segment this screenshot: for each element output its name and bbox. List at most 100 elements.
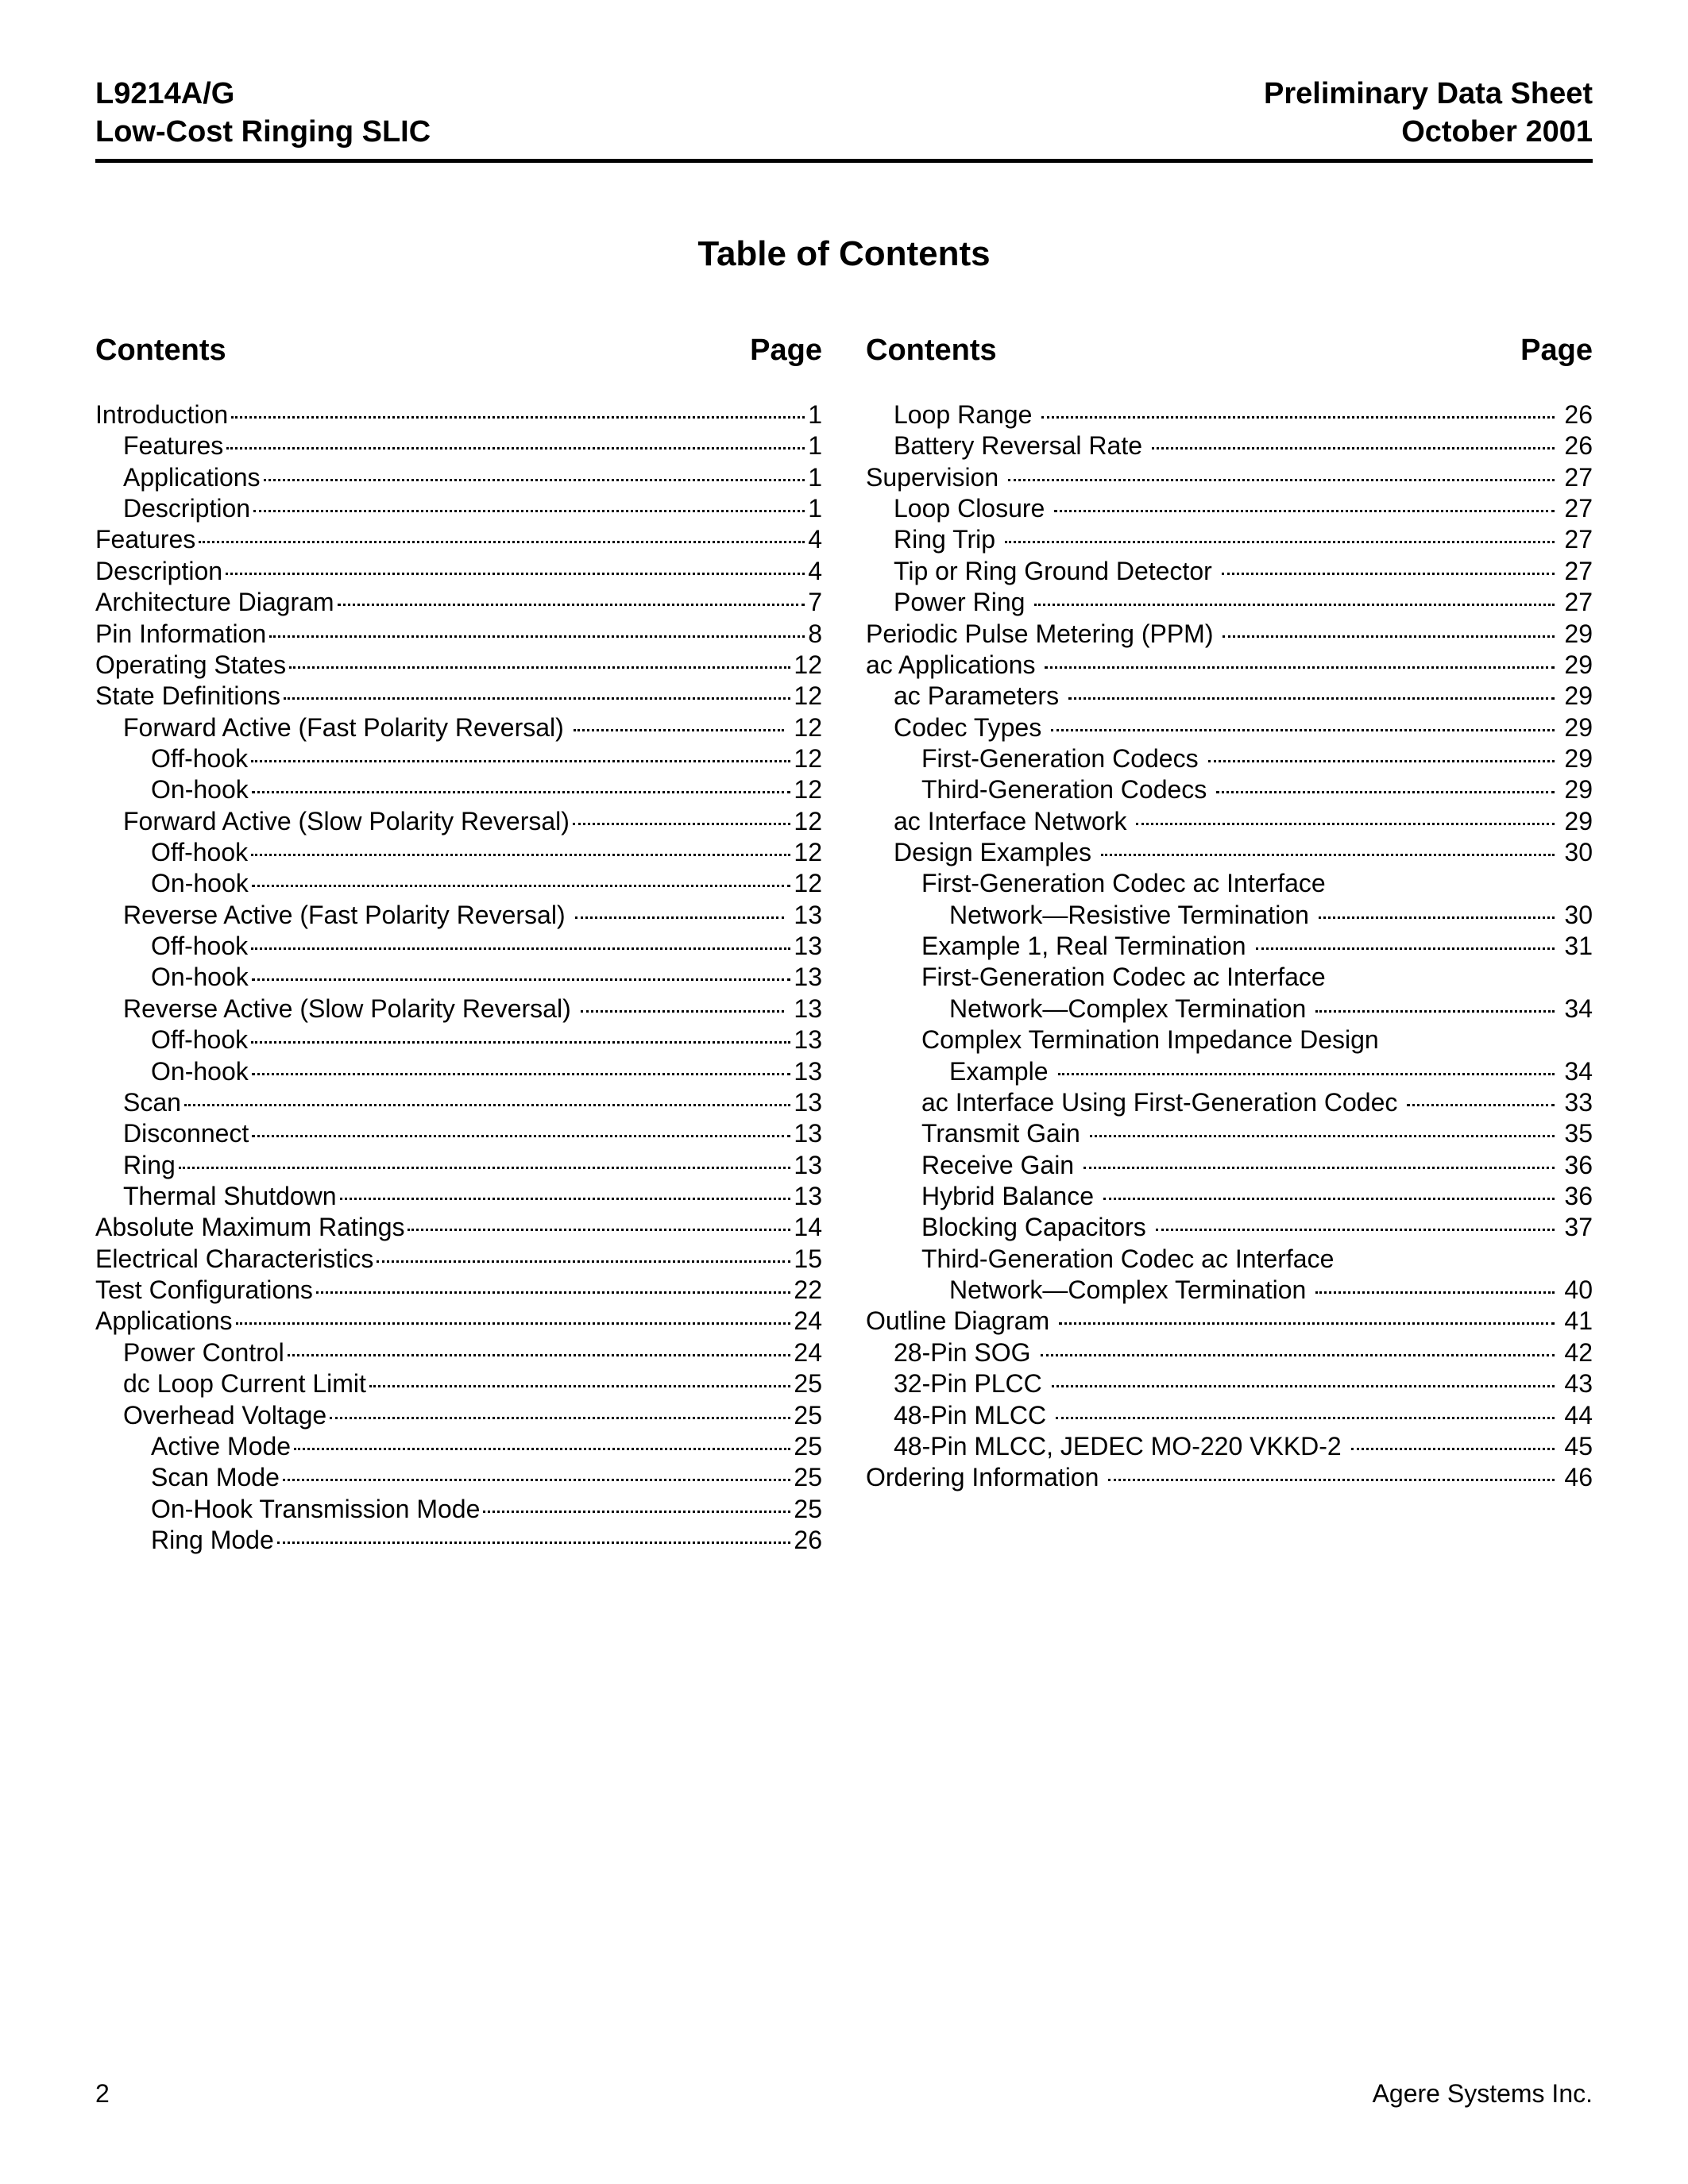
toc-entry: Applications24 [95, 1306, 822, 1337]
toc-leader [1008, 479, 1555, 481]
column-header-page: Page [750, 334, 822, 368]
toc-entry-page: 29 [1564, 743, 1593, 774]
toc-leader [226, 573, 805, 575]
toc-entry-page: 29 [1564, 774, 1593, 805]
toc-leader [269, 635, 805, 638]
toc-entry: ac Interface Network29 [866, 806, 1593, 837]
toc-entry-title: Third-Generation Codecs [921, 774, 1207, 805]
toc-entry: Description4 [95, 556, 822, 587]
toc-entry: 32-Pin PLCC43 [866, 1368, 1593, 1399]
toc-entry-title: Transmit Gain [921, 1118, 1080, 1149]
toc-entry-page: 15 [794, 1244, 822, 1275]
toc-entry: Architecture Diagram7 [95, 587, 822, 618]
toc-entry: Pin Information8 [95, 619, 822, 650]
toc-entry: Scan 13 [95, 1087, 822, 1118]
toc-leader [1041, 1354, 1555, 1356]
toc-leader [231, 416, 805, 419]
toc-leader [1136, 823, 1555, 825]
toc-entry: Scan Mode25 [95, 1462, 822, 1493]
toc-entry: Tip or Ring Ground Detector27 [866, 556, 1593, 587]
toc-entry-title: Reverse Active (Slow Polarity Reversal) [123, 994, 571, 1024]
toc-entry-page: 27 [1564, 556, 1593, 587]
toc-entry-title: Loop Range [894, 399, 1032, 430]
toc-leader [226, 447, 805, 450]
toc-entry: Features4 [95, 524, 822, 555]
toc-entry: 28-Pin SOG42 [866, 1337, 1593, 1368]
toc-entry-page: 13 [794, 1056, 822, 1087]
toc-column-left: Contents Page Introduction1Features1Appl… [95, 334, 822, 1556]
toc-entry-title: ac Applications [866, 650, 1035, 681]
toc-entry-page: 13 [794, 900, 822, 931]
toc-entry-title: Codec Types [894, 712, 1041, 743]
toc-entry-title: Example [949, 1056, 1049, 1087]
toc-entry: Off-hook13 [95, 931, 822, 962]
toc-entry-page: 34 [1564, 994, 1593, 1024]
toc-entry-title: Features [123, 430, 223, 461]
toc-entry: dc Loop Current Limit25 [95, 1368, 822, 1399]
toc-entry-page: 12 [794, 868, 822, 899]
toc-entry: Power Ring27 [866, 587, 1593, 618]
toc-entry-page: 27 [1564, 587, 1593, 618]
toc-leader [1351, 1448, 1555, 1450]
toc-entry: Forward Active (Fast Polarity Reversal)1… [95, 712, 822, 743]
toc-entry: Third-Generation Codec ac Interface [866, 1244, 1593, 1275]
toc-entry-page: 29 [1564, 619, 1593, 650]
toc-entry-title: Power Control [123, 1337, 284, 1368]
toc-entry: On-hook13 [95, 962, 822, 993]
toc-leader [251, 854, 790, 856]
toc-entry-page: 8 [808, 619, 822, 650]
toc-leader [251, 1041, 790, 1044]
toc-entry-page: 25 [794, 1431, 822, 1462]
toc-entry-page: 12 [794, 712, 822, 743]
toc-leader [316, 1291, 790, 1294]
toc-entry-page: 35 [1564, 1118, 1593, 1149]
toc-leader [1052, 1385, 1555, 1387]
toc-entry-page: 40 [1564, 1275, 1593, 1306]
toc-entry: Ordering Information46 [866, 1462, 1593, 1493]
toc-leader [1059, 1322, 1555, 1325]
toc-entry: Operating States12 [95, 650, 822, 681]
toc-leader [277, 1542, 791, 1544]
toc-entry-page: 45 [1564, 1431, 1593, 1462]
toc-entry-page: 26 [1564, 399, 1593, 430]
toc-entry-page: 33 [1564, 1087, 1593, 1118]
toc-leader [294, 1448, 790, 1450]
toc-entry-title: On-hook [151, 962, 249, 993]
toc-entry-page: 25 [794, 1462, 822, 1493]
toc-leader [252, 1073, 791, 1075]
toc-leader [253, 510, 805, 512]
toc-leader [1156, 1229, 1555, 1231]
toc-entry-title: Outline Diagram [866, 1306, 1049, 1337]
toc-entry-page: 13 [794, 1087, 822, 1118]
toc-leader [1223, 635, 1555, 638]
toc-entry-title: 32-Pin PLCC [894, 1368, 1042, 1399]
toc-entry-page: 34 [1564, 1056, 1593, 1087]
toc-entry-title: Overhead Voltage [123, 1400, 326, 1431]
toc-leader [251, 947, 790, 950]
page-header: L9214A/G Low-Cost Ringing SLIC Prelimina… [95, 75, 1593, 163]
toc-entry-title: On-Hook Transmission Mode [151, 1494, 480, 1525]
toc-leader [1315, 1291, 1555, 1294]
toc-entry: Test Configurations22 [95, 1275, 822, 1306]
toc-leader [252, 791, 791, 793]
toc-entry: State Definitions12 [95, 681, 822, 712]
toc-entry-title: Loop Closure [894, 493, 1045, 524]
toc-entry: Complex Termination Impedance Design [866, 1024, 1593, 1055]
toc-entry-title: Thermal Shutdown [123, 1181, 337, 1212]
toc-entry-page: 24 [794, 1337, 822, 1368]
toc-entry: Receive Gain36 [866, 1150, 1593, 1181]
toc-entry: Off-hook12 [95, 743, 822, 774]
toc-leader [199, 541, 805, 543]
toc-leader [581, 1010, 785, 1013]
toc-leader [1152, 447, 1555, 450]
toc-entry-title: Scan [123, 1087, 181, 1118]
toc-entry: Network—Complex Termination34 [866, 994, 1593, 1024]
toc-entry-title: On-hook [151, 1056, 249, 1087]
toc-entry: Design Examples30 [866, 837, 1593, 868]
toc-entry: Network—Resistive Termination30 [866, 900, 1593, 931]
toc-entry: First-Generation Codecs29 [866, 743, 1593, 774]
toc-entry-page: 13 [794, 994, 822, 1024]
toc-entry-title: Off-hook [151, 837, 248, 868]
header-left: L9214A/G Low-Cost Ringing SLIC [95, 75, 431, 151]
toc-leader [1041, 416, 1555, 419]
